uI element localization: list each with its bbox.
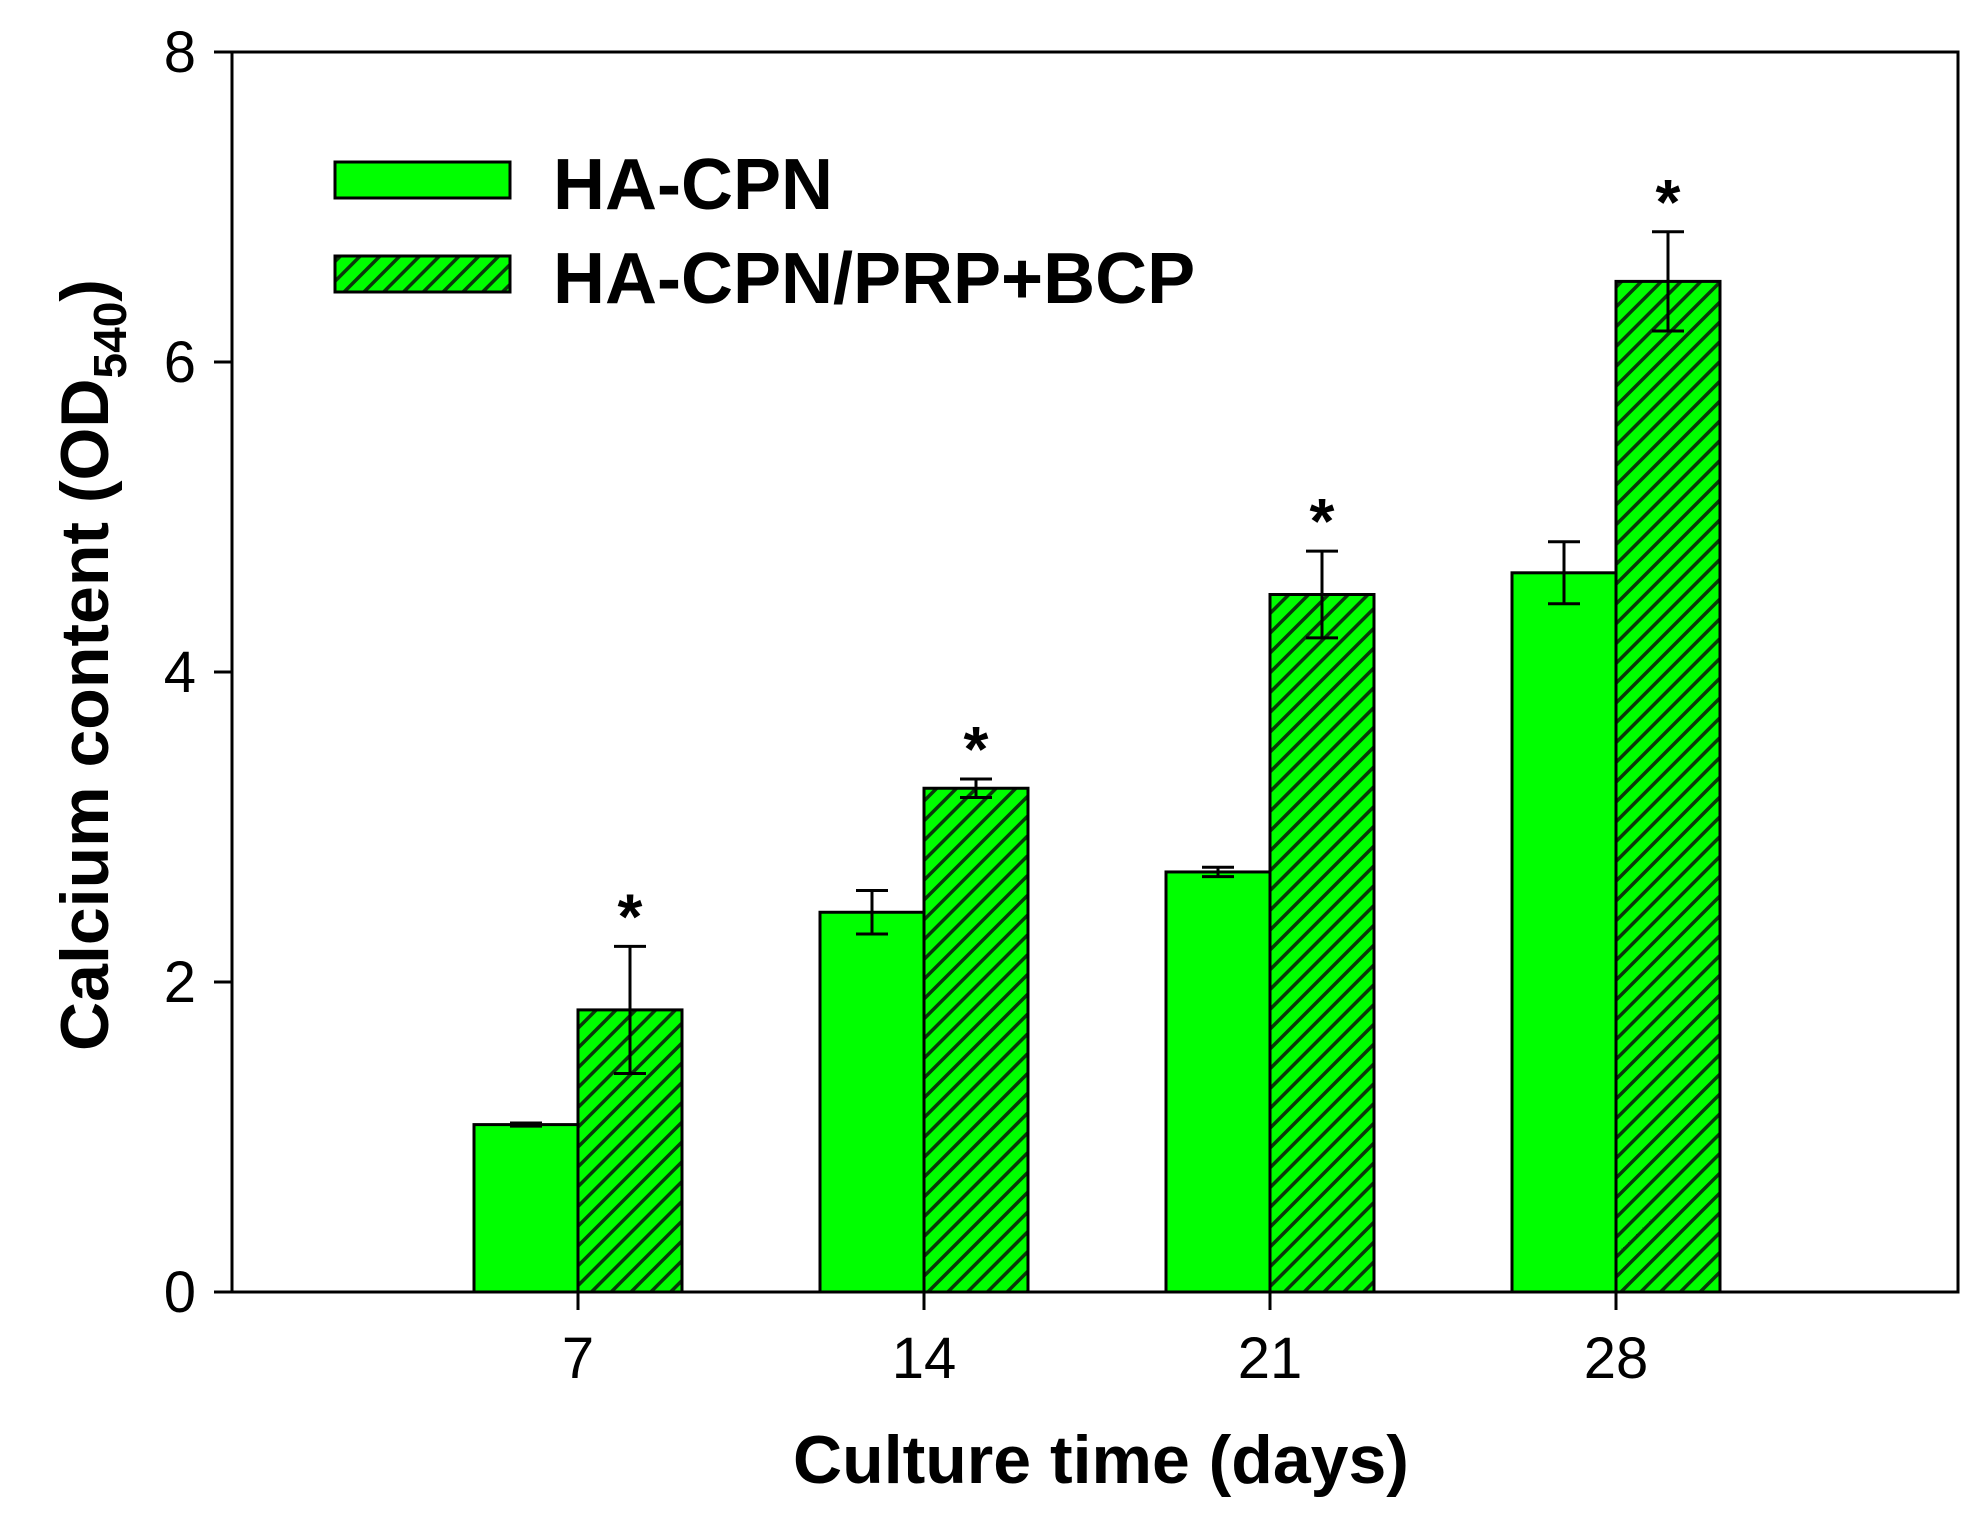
bar bbox=[1510, 571, 1618, 1294]
x-tick-label: 7 bbox=[562, 1326, 594, 1391]
y-tick-label: 2 bbox=[164, 950, 196, 1015]
x-axis-title: Culture time (days) bbox=[793, 1422, 1409, 1498]
x-tick-label: 21 bbox=[1238, 1326, 1303, 1391]
legend-label-ha-cpn: HA-CPN bbox=[553, 145, 833, 225]
legend-label-ha-cpn-prp-bcp: HA-CPN/PRP+BCP bbox=[553, 239, 1195, 319]
x-tick-label: 14 bbox=[892, 1326, 957, 1391]
significance-marker: * bbox=[1656, 166, 1681, 238]
bar bbox=[472, 1123, 580, 1294]
bar bbox=[1614, 279, 1722, 1294]
bar bbox=[1268, 593, 1376, 1294]
y-axis-title: Calcium content (OD540) bbox=[47, 279, 136, 1051]
y-tick-label: 0 bbox=[164, 1260, 196, 1325]
significance-marker: * bbox=[964, 713, 989, 785]
significance-marker: * bbox=[618, 880, 643, 952]
bar bbox=[818, 910, 926, 1294]
significance-marker: * bbox=[1310, 485, 1335, 557]
legend: HA-CPN HA-CPN/PRP+BCP bbox=[333, 145, 1195, 319]
y-tick-label: 6 bbox=[164, 330, 196, 395]
legend-swatch-ha-cpn-prp-bcp bbox=[333, 254, 512, 294]
legend-swatch-ha-cpn bbox=[333, 160, 512, 200]
y-tick-label: 4 bbox=[164, 640, 196, 705]
y-axis-title-subscript: 540 bbox=[84, 302, 136, 379]
x-tick-label: 28 bbox=[1584, 1326, 1649, 1391]
bar bbox=[922, 786, 1030, 1294]
bar bbox=[1164, 870, 1272, 1294]
y-tick-label: 8 bbox=[164, 20, 196, 85]
